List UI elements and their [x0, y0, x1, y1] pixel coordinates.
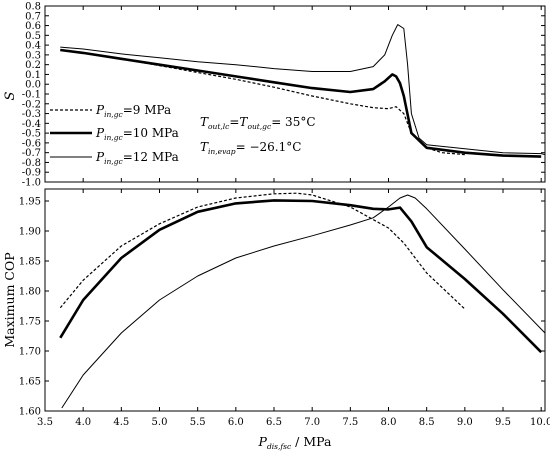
- y-tick-label: -0.5: [22, 129, 41, 140]
- legend-value: =12 MPa: [123, 150, 179, 164]
- x-tick-label: 5.0: [152, 417, 168, 428]
- top-panel: 0.80.70.60.50.40.30.20.10.0-0.1-0.2-0.3-…: [3, 2, 546, 189]
- legend-sub: in,gc: [104, 110, 123, 119]
- top-y-axis: 0.80.70.60.50.40.30.20.10.0-0.1-0.2-0.3-…: [22, 2, 545, 189]
- legend-item-12mpa: Pin,gc=12 MPa: [50, 150, 179, 166]
- y-tick-label: -0.8: [22, 158, 41, 169]
- legend-p: P: [95, 126, 105, 140]
- annotation-line-2: Tin,evap= −26.1°C: [200, 140, 301, 156]
- legend-value: =10 MPa: [123, 126, 179, 140]
- series-line-dashed: [59, 192, 466, 310]
- y-tick-label: -0.7: [22, 148, 41, 159]
- top-plot-frame: [44, 5, 546, 183]
- top-y-axis-label: S: [3, 91, 18, 100]
- y-tick-label: 0.3: [25, 50, 41, 61]
- y-tick-label: 1.65: [19, 377, 41, 388]
- y-tick-label: 1.80: [19, 287, 41, 298]
- bottom-plot-frame: [44, 188, 546, 412]
- y-tick-label: 0.0: [25, 80, 41, 91]
- x-tick-label: 8.0: [381, 417, 397, 428]
- legend-value: =9 MPa: [123, 103, 171, 117]
- y-tick-label: -0.1: [22, 90, 41, 101]
- condition-annotation: Tout,lc=Tout,gc= 35°C Tin,evap= −26.1°C: [200, 115, 316, 156]
- y-tick-label: -0.9: [22, 168, 41, 179]
- legend-item-9mpa: Pin,gc=9 MPa: [50, 103, 171, 119]
- x-tick-label: 7.5: [342, 417, 358, 428]
- x-tick-label: 4.5: [113, 417, 129, 428]
- legend-item-10mpa: Pin,gc=10 MPa: [50, 126, 179, 142]
- svg-text:Pin,gc=10 MPa: Pin,gc=10 MPa: [95, 126, 179, 142]
- series-line-thin: [60, 24, 546, 156]
- x-tick-label: 8.5: [419, 417, 435, 428]
- x-tick-label: 3.5: [37, 417, 53, 428]
- bottom-panel: 1.95 1.90 1.85 1.80 1.75 1.70 1.65 1.603.5 4.0 4.…: [2, 188, 550, 451]
- y-tick-label: 1.90: [19, 227, 41, 238]
- y-tick-label: 0.2: [25, 60, 41, 71]
- x-axis-label: Pdis,fsc / MPa: [258, 434, 332, 451]
- legend-sub: in,gc: [104, 133, 123, 142]
- y-tick-label: 1.85: [19, 257, 41, 268]
- y-tick-label: -0.2: [22, 99, 41, 110]
- y-tick-label: 1.70: [19, 347, 41, 358]
- x-tick-label: 5.5: [190, 417, 206, 428]
- x-tick-label: 7.0: [304, 417, 320, 428]
- x-tick-label: 4.0: [75, 417, 91, 428]
- x-tick-label: 9.5: [495, 417, 511, 428]
- legend-sub: in,gc: [104, 157, 123, 166]
- bottom-axes: 1.95 1.90 1.85 1.80 1.75 1.70 1.65 1.603.5 4.0 4.…: [19, 189, 550, 428]
- y-tick-label: 0.6: [25, 21, 41, 32]
- legend-p: P: [95, 150, 105, 164]
- y-tick-label: 0.7: [25, 11, 41, 22]
- y-tick-label: 0.1: [25, 70, 41, 81]
- y-tick-label: -0.4: [22, 119, 41, 130]
- legend: Pin,gc=9 MPa Pin,gc=10 MPa Pin,gc=12 MPa: [50, 103, 179, 166]
- series-line-thick: [59, 199, 543, 354]
- x-tick-label: 10.0: [530, 417, 550, 428]
- y-tick-label: -0.6: [22, 138, 41, 149]
- y-tick-label: 0.5: [25, 31, 41, 42]
- x-tick-label: 6.5: [266, 417, 282, 428]
- x-tick-label: 9.0: [457, 417, 473, 428]
- bottom-series-group: [59, 192, 546, 409]
- annotation-line-1: Tout,lc=Tout,gc= 35°C: [200, 115, 316, 131]
- bottom-y-axis-label: Maximum COP: [2, 252, 17, 347]
- series-line-thick: [60, 48, 542, 158]
- y-tick-label: 0.8: [25, 2, 41, 13]
- y-tick-label: 1.75: [19, 317, 41, 328]
- y-tick-label: -1.0: [22, 178, 41, 189]
- x-tick-label: 6.0: [228, 417, 244, 428]
- svg-text:Pin,gc=12 MPa: Pin,gc=12 MPa: [95, 150, 179, 166]
- svg-text:Pin,gc=9 MPa: Pin,gc=9 MPa: [95, 103, 171, 119]
- y-tick-label: 1.95: [19, 197, 41, 208]
- series-line-thin: [61, 194, 546, 409]
- y-tick-label: -0.3: [22, 109, 41, 120]
- top-series-group: [60, 24, 546, 158]
- y-tick-label: 1.60: [19, 407, 41, 418]
- y-tick-label: 0.4: [25, 41, 41, 52]
- legend-p: P: [95, 103, 105, 117]
